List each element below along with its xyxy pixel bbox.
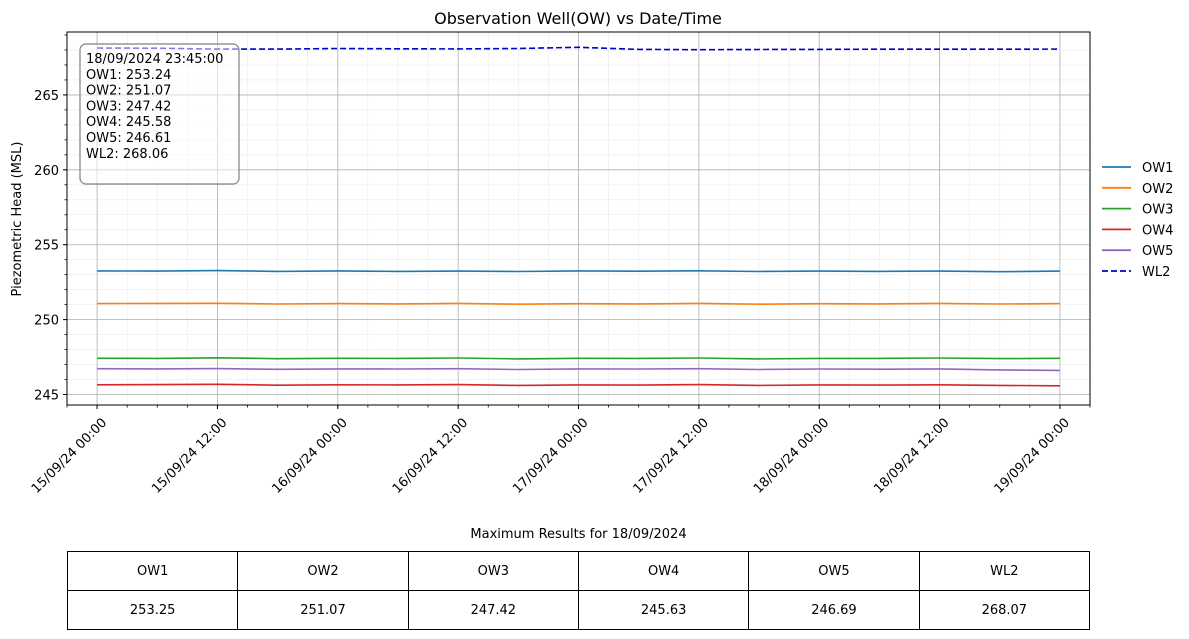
y-tick-label: 250 xyxy=(34,314,59,329)
series-line-wl2 xyxy=(97,46,1060,51)
annotation-line: OW5: 246.61 xyxy=(86,131,171,146)
value-cell: 245.63 xyxy=(577,590,750,630)
y-axis: 245 250 255 260 265 xyxy=(34,34,67,404)
legend-label: OW1 xyxy=(1142,161,1173,176)
legend-label: OW2 xyxy=(1142,182,1173,197)
series-line-ow3 xyxy=(97,356,1060,360)
results-value-row: 253.25 251.07 247.42 245.63 246.69 268.0… xyxy=(66,590,1091,630)
header-cell: OW4 xyxy=(577,551,750,591)
value-cell: 247.42 xyxy=(407,590,579,630)
y-tick-label: 265 xyxy=(34,89,59,104)
chart-title: Observation Well(OW) vs Date/Time xyxy=(434,9,722,28)
results-table: OW1 OW2 OW3 OW4 OW5 WL2 253.25 251.07 24… xyxy=(66,551,1091,630)
x-tick-label: 15/09/24 12:00 xyxy=(149,415,230,496)
value-cell: 251.07 xyxy=(237,590,409,630)
annotation-line: OW3: 247.42 xyxy=(86,99,171,114)
annotation-line: WL2: 268.06 xyxy=(86,147,168,162)
legend: OW1 OW2 OW3 OW4 OW5 WL2 xyxy=(1102,161,1173,280)
series-line-ow5 xyxy=(97,367,1060,372)
series-line-ow4 xyxy=(97,383,1060,387)
header-cell: OW1 xyxy=(66,551,239,591)
y-tick-label: 255 xyxy=(34,239,59,254)
x-tick-label: 16/09/24 12:00 xyxy=(390,415,471,496)
annotation-line: 18/09/2024 23:45:00 xyxy=(86,52,223,67)
x-tick-label: 18/09/24 00:00 xyxy=(751,415,832,496)
y-axis-label: Piezometric Head (MSL) xyxy=(10,142,25,297)
annotation-line: OW2: 251.07 xyxy=(86,84,171,99)
legend-label: OW5 xyxy=(1142,244,1173,259)
value-cell: 268.07 xyxy=(918,590,1091,630)
x-tick-label: 16/09/24 00:00 xyxy=(270,415,351,496)
series-line-ow2 xyxy=(97,302,1060,306)
annotation-box: 18/09/2024 23:45:00 OW1: 253.24 OW2: 251.0… xyxy=(79,43,240,185)
annotation-line: OW4: 245.58 xyxy=(86,115,171,130)
line-chart: Observation Well(OW) vs Date/Time Piezom… xyxy=(10,9,1173,497)
series-layer xyxy=(97,46,1060,387)
legend-label: OW4 xyxy=(1142,223,1173,238)
x-tick-label: 19/09/24 00:00 xyxy=(992,415,1073,496)
header-cell: OW2 xyxy=(237,551,409,591)
value-cell: 253.25 xyxy=(66,590,239,630)
legend-label: OW3 xyxy=(1142,203,1173,218)
header-cell: WL2 xyxy=(918,551,1091,591)
annotation-frame xyxy=(79,43,240,185)
annotation-text: 18/09/2024 23:45:00 OW1: 253.24 OW2: 251.0… xyxy=(86,52,223,162)
x-tick-label: 18/09/24 12:00 xyxy=(871,415,952,496)
legend-label: WL2 xyxy=(1142,265,1170,280)
header-cell: OW3 xyxy=(407,551,579,591)
y-tick-label: 260 xyxy=(34,164,59,179)
y-tick-label: 245 xyxy=(34,389,59,404)
x-tick-label: 17/09/24 12:00 xyxy=(631,415,712,496)
x-tick-label: 17/09/24 00:00 xyxy=(510,415,591,496)
value-cell: 246.69 xyxy=(748,590,920,630)
header-cell: OW5 xyxy=(748,551,920,591)
series-line-ow1 xyxy=(97,269,1060,273)
x-tick-label: 15/09/24 00:00 xyxy=(29,415,110,496)
annotation-line: OW1: 253.24 xyxy=(86,68,171,83)
x-axis: 15/09/24 00:00 15/09/24 12:00 16/09/24 00:… xyxy=(29,405,1091,497)
results-table-title: Maximum Results for 18/09/2024 xyxy=(470,527,687,542)
results-header-row: OW1 OW2 OW3 OW4 OW5 WL2 xyxy=(66,551,1091,591)
